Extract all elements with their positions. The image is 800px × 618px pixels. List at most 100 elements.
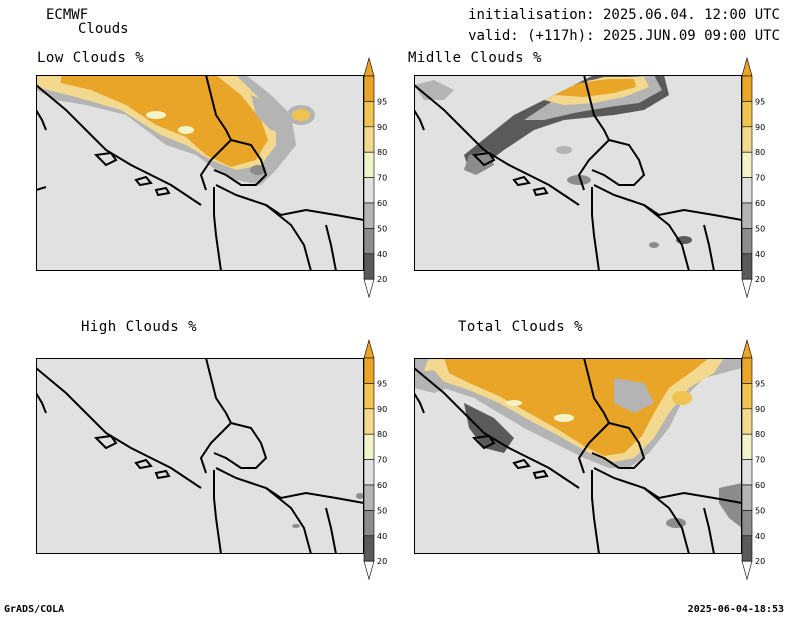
colorbar-label: 80 (377, 148, 387, 157)
footer-grads-credit: GrADS/COLA (4, 604, 65, 615)
colorbar-label: 60 (755, 199, 765, 208)
colorbar-label: 50 (377, 224, 387, 233)
colorbar-segment (363, 408, 375, 435)
map-high-clouds (36, 358, 364, 554)
colorbar-top-arrow (363, 338, 375, 359)
map-total-clouds-frame (414, 358, 742, 554)
colorbar-low-clouds: 95 90 80 70 60 50 40 20 (363, 56, 398, 299)
map-middle-clouds-svg (414, 75, 742, 271)
colorbar-label: 50 (755, 506, 765, 515)
colorbar-svg: 95 90 80 70 60 50 40 20 (741, 338, 765, 581)
colorbar-segment (363, 535, 375, 562)
map-high-clouds-frame (36, 358, 364, 554)
colorbar-label: 40 (755, 532, 765, 541)
colorbar-segment (741, 101, 753, 128)
colorbar-label: 80 (755, 430, 765, 439)
colorbar-label: 80 (377, 430, 387, 439)
colorbar-segment (363, 151, 375, 178)
colorbar-label: 50 (755, 224, 765, 233)
colorbar-label: 20 (755, 275, 765, 284)
colorbar-svg: 95 90 80 70 60 50 40 20 (363, 56, 387, 299)
colorbar-segment (363, 510, 375, 537)
colorbar-label: 20 (377, 275, 387, 284)
footer-timestamp: 2025-06-04-18:53 (687, 604, 784, 615)
colorbar-bottom-arrow (363, 560, 375, 581)
colorbar-segment (741, 535, 753, 562)
colorbar-segment (363, 228, 375, 255)
colorbar-segment (741, 383, 753, 410)
colorbar-segment (363, 75, 375, 102)
colorbar-segment (363, 101, 375, 128)
colorbar-segment (741, 510, 753, 537)
colorbar-segment (363, 253, 375, 280)
map-low-clouds-frame (36, 75, 364, 271)
colorbar-label: 60 (377, 199, 387, 208)
colorbar-segment (363, 357, 375, 384)
colorbar-label: 60 (755, 481, 765, 490)
colorbar-label: 40 (377, 532, 387, 541)
colorbar-segment (741, 484, 753, 511)
colorbar-high-clouds: 95 90 80 70 60 50 40 20 (363, 338, 398, 581)
colorbar-segment (741, 228, 753, 255)
colorbar-bottom-arrow (741, 560, 753, 581)
map-middle-clouds (414, 75, 742, 271)
map-high-clouds-svg (36, 358, 364, 554)
colorbar-segment (741, 459, 753, 486)
colorbar-segment (741, 357, 753, 384)
colorbar-label: 70 (755, 174, 765, 183)
colorbar-segment (363, 177, 375, 204)
colorbar-label: 20 (377, 557, 387, 566)
map-low-clouds (36, 75, 364, 271)
colorbar-bottom-arrow (363, 278, 375, 299)
colorbar-segment (741, 253, 753, 280)
colorbar-label: 20 (755, 557, 765, 566)
colorbar-top-arrow (741, 338, 753, 359)
colorbar-segment (363, 459, 375, 486)
colorbar-label: 95 (377, 97, 387, 106)
colorbar-segment (741, 75, 753, 102)
colorbar-label: 40 (377, 250, 387, 259)
panel-title-middle-clouds: Midlle Clouds % (408, 50, 542, 66)
colorbar-label: 40 (755, 250, 765, 259)
colorbar-label: 90 (755, 405, 765, 414)
colorbar-segment (741, 126, 753, 153)
colorbar-segment (741, 151, 753, 178)
colorbar-label: 90 (377, 123, 387, 132)
colorbar-segment (741, 408, 753, 435)
colorbar-top-arrow (741, 56, 753, 77)
colorbar-label: 60 (377, 481, 387, 490)
colorbar-label: 50 (377, 506, 387, 515)
map-total-clouds-svg (414, 358, 742, 554)
map-total-clouds (414, 358, 742, 554)
product-name: Clouds (78, 21, 129, 37)
colorbar-label: 70 (377, 174, 387, 183)
colorbar-segment (363, 433, 375, 460)
colorbar-label: 90 (377, 405, 387, 414)
colorbar-total-clouds: 95 90 80 70 60 50 40 20 (741, 338, 776, 581)
model-name: ECMWF (46, 7, 89, 23)
colorbar-segment (363, 383, 375, 410)
valid-time: valid: (+117h): 2025.JUN.09 09:00 UTC (468, 28, 780, 44)
map-middle-clouds-frame (414, 75, 742, 271)
colorbar-label: 95 (755, 379, 765, 388)
colorbar-svg: 95 90 80 70 60 50 40 20 (741, 56, 765, 299)
colorbar-label: 80 (755, 148, 765, 157)
colorbar-label: 95 (377, 379, 387, 388)
colorbar-segment (741, 202, 753, 229)
colorbar-top-arrow (363, 56, 375, 77)
colorbar-label: 95 (755, 97, 765, 106)
map-low-clouds-svg (36, 75, 364, 271)
colorbar-label: 90 (755, 123, 765, 132)
colorbar-segment (741, 433, 753, 460)
colorbar-bottom-arrow (741, 278, 753, 299)
colorbar-svg: 95 90 80 70 60 50 40 20 (363, 338, 387, 581)
colorbar-middle-clouds: 95 90 80 70 60 50 40 20 (741, 56, 776, 299)
init-time: initialisation: 2025.06.04. 12:00 UTC (468, 7, 780, 23)
panel-title-low-clouds: Low Clouds % (37, 50, 145, 66)
colorbar-segment (741, 177, 753, 204)
panel-title-total-clouds: Total Clouds % (458, 319, 584, 335)
colorbar-label: 70 (755, 456, 765, 465)
panel-title-high-clouds: High Clouds % (81, 319, 198, 335)
colorbar-segment (363, 202, 375, 229)
colorbar-label: 70 (377, 456, 387, 465)
